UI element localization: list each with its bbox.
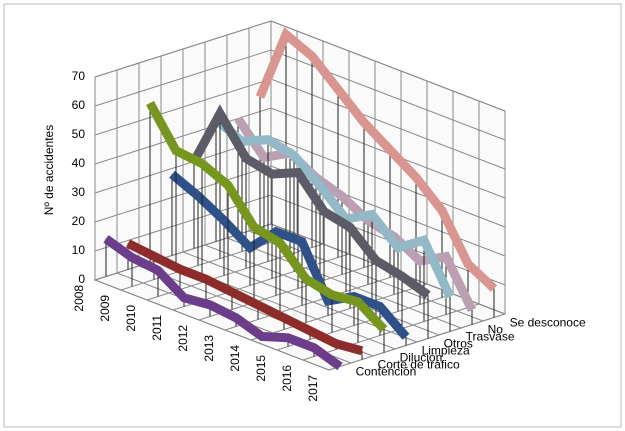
series-label: Otros	[444, 337, 473, 351]
series-ribbon	[255, 27, 498, 292]
series-label: Contención	[356, 365, 417, 379]
y-tick-label: 60	[72, 98, 86, 112]
x-tick-label: 2012	[176, 325, 190, 352]
y-tick-label: 30	[72, 185, 86, 199]
series-label: Corte de tráfico	[378, 358, 460, 372]
y-axis-label: Nº de accidentes	[42, 125, 56, 215]
x-tick-label: 2016	[280, 365, 294, 392]
y-tick-label: 0	[78, 272, 85, 286]
series-label: Dilución	[400, 351, 443, 365]
series-label: Se desconoce	[510, 316, 586, 330]
series-label: No	[488, 323, 504, 337]
x-tick-label: 2008	[72, 285, 86, 312]
series-ribbon	[190, 104, 431, 299]
x-tick-label: 2009	[98, 295, 112, 322]
series-ribbon	[213, 116, 455, 299]
series-label: Limpieza	[422, 344, 470, 358]
series-ribbon	[169, 170, 410, 340]
grid-line	[182, 49, 418, 343]
series-ribbon	[125, 239, 364, 356]
x-tick-label: 2014	[228, 345, 242, 372]
grid-line	[94, 77, 330, 371]
grid-line	[248, 28, 484, 322]
x-tick-label: 2015	[254, 355, 268, 382]
series-ribbon	[146, 100, 388, 333]
y-tick-label: 10	[72, 243, 86, 257]
grid-line	[226, 35, 462, 329]
y-tick-label: 70	[72, 69, 86, 83]
series-label: Trasvase	[466, 330, 515, 344]
y-tick-label: 40	[72, 156, 86, 170]
x-tick-label: 2013	[202, 335, 216, 362]
x-tick-label: 2010	[124, 305, 138, 332]
y-tick-label: 20	[72, 214, 86, 228]
y-tick-label: 50	[72, 127, 86, 141]
series-ribbon	[103, 235, 343, 371]
x-tick-label: 2011	[150, 315, 164, 341]
x-tick-label: 2017	[306, 375, 320, 402]
grid-line	[270, 21, 506, 315]
